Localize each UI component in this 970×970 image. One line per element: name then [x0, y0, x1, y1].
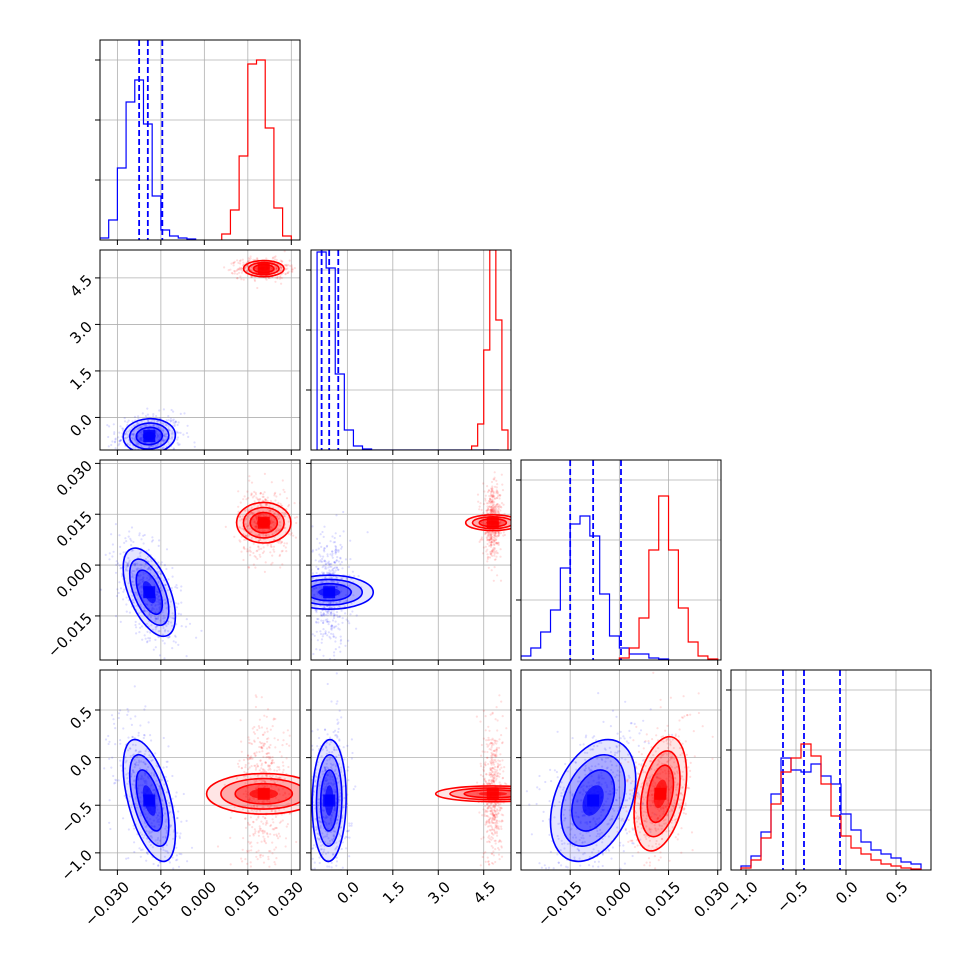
density-contour: [135, 569, 164, 616]
density-peak: [143, 430, 156, 443]
y-tick-label: 0.015: [53, 508, 96, 551]
density-contour: [311, 578, 364, 606]
x-tick-label: 0.015: [641, 878, 684, 921]
histogram-panel-0: [95, 40, 300, 240]
histogram-series-1: [740, 743, 922, 870]
density-contour: [247, 261, 280, 276]
density-contour: [434, 785, 511, 803]
x-tick-label: 0.000: [177, 878, 220, 921]
scatter-panel-1-0: [100, 250, 300, 450]
x-tick-label: 0.0: [832, 878, 862, 908]
y-tick-label: 0.0: [66, 751, 96, 781]
x-tick-label: 3.0: [424, 878, 454, 908]
panel-frame: [310, 249, 512, 451]
density-contour: [242, 506, 285, 539]
density-contour: [464, 514, 511, 532]
density-contour: [220, 777, 300, 810]
density-peak: [257, 516, 270, 529]
histogram-series-1: [618, 495, 719, 660]
density-peak: [257, 262, 270, 275]
scatter-panel-3-1: [311, 670, 511, 870]
y-tick-label: 0.0: [66, 411, 96, 441]
y-tick-label: 0.5: [66, 703, 96, 733]
density-peak: [143, 586, 156, 599]
density-contour: [571, 769, 616, 832]
panel-frame: [99, 39, 301, 241]
density-peak: [323, 586, 336, 599]
y-tick-label: −0.5: [58, 799, 96, 837]
x-tick-label: −0.015: [125, 878, 177, 930]
density-contour: [311, 574, 375, 610]
density-contour: [646, 764, 675, 824]
y-tick-label: 4.5: [66, 271, 96, 301]
histogram-panel-3: [726, 670, 931, 870]
y-tick-label: 0.030: [53, 457, 96, 500]
scatter-panel-2-0: [100, 460, 300, 660]
density-contour: [242, 259, 285, 278]
density-contour: [249, 511, 279, 534]
density-contour: [128, 422, 170, 450]
histogram-panel-2: [516, 460, 721, 660]
panel-frame: [310, 459, 512, 661]
density-contour: [234, 782, 294, 805]
density-contour: [315, 753, 343, 847]
y-tick-label: −1.0: [58, 846, 96, 884]
x-tick-label: 0.000: [592, 878, 635, 921]
y-tick-label: 3.0: [66, 318, 96, 348]
panel-frame: [520, 669, 722, 871]
x-tick-label: 1.5: [379, 878, 409, 908]
density-contour: [235, 501, 292, 544]
scatter-panel-3-0: [100, 670, 300, 870]
density-contour: [639, 750, 681, 838]
density-contour: [122, 547, 177, 638]
histogram-series-0: [316, 251, 499, 450]
histogram-series-1: [471, 250, 509, 450]
histogram-series-1: [221, 59, 292, 240]
y-tick-label: 0.000: [53, 558, 96, 601]
density-contour: [205, 772, 300, 815]
panel-frame: [99, 249, 301, 451]
scatter-panel-3-2: [521, 670, 721, 870]
x-tick-label: −0.015: [534, 878, 586, 930]
panel-frame: [99, 669, 301, 871]
x-tick-label: 0.0: [334, 878, 364, 908]
histogram-series-0: [521, 515, 670, 660]
density-contour: [549, 738, 637, 863]
density-contour: [122, 738, 177, 863]
density-contour: [319, 769, 339, 832]
y-tick-label: 1.5: [66, 364, 96, 394]
scatter-points-0: [106, 407, 196, 450]
panel-frame: [520, 459, 722, 661]
density-contour: [122, 417, 177, 450]
panel-frame: [99, 459, 301, 661]
x-tick-label: −0.5: [773, 878, 811, 916]
density-contour: [311, 738, 347, 863]
density-peak: [323, 794, 336, 807]
x-tick-label: −0.030: [81, 878, 133, 930]
x-tick-label: 0.5: [882, 878, 912, 908]
x-tick-label: 4.5: [470, 878, 500, 908]
density-peak: [486, 787, 499, 800]
density-peak: [654, 787, 667, 800]
y-tick-label: −0.015: [44, 609, 96, 661]
panel-frame: [310, 669, 512, 871]
density-contour: [128, 558, 170, 627]
density-contour: [128, 753, 170, 847]
density-contour: [135, 769, 164, 832]
panel-frame: [730, 669, 932, 871]
density-peak: [143, 794, 156, 807]
density-peak: [486, 516, 499, 529]
scatter-panel-2-1: [311, 460, 511, 660]
density-peak: [257, 787, 270, 800]
x-tick-label: 0.030: [264, 878, 307, 921]
x-tick-label: 0.015: [220, 878, 263, 921]
density-peak: [587, 794, 600, 807]
density-contour: [633, 735, 688, 852]
density-contour: [311, 582, 353, 602]
x-tick-label: −1.0: [723, 878, 761, 916]
density-contour: [135, 426, 164, 446]
histogram-panel-1: [306, 250, 511, 450]
density-contour: [560, 753, 626, 847]
